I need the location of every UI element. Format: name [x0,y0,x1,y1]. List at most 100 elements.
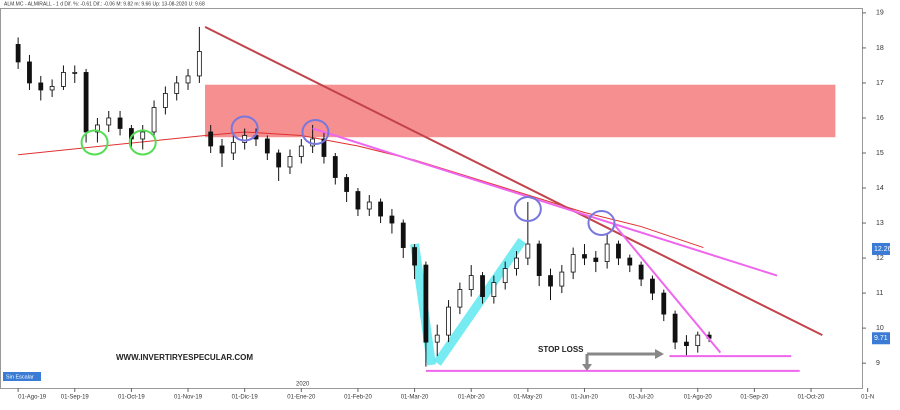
price-label: 9.71 [874,335,888,342]
candle-body [525,243,531,259]
candle-body [514,257,519,269]
price-label-box [872,332,890,345]
plot-frame [0,8,863,389]
x-tick-label: 01-Nov-19 [174,395,203,401]
x-tick-label: 01-Sep-20 [740,395,769,401]
scale-badge [3,372,41,381]
candle-body [400,222,406,248]
candle-body [117,117,123,129]
candle-body [287,156,293,168]
candle-body [604,243,610,262]
candle-body [230,142,236,154]
candle-body [106,117,112,126]
candle-body [208,131,214,147]
y-tick-label: 11 [876,290,883,297]
candle-body [38,82,44,91]
y-tick-label: 15 [876,150,884,157]
candle-body [366,201,372,210]
resistance-zone [205,84,836,138]
candle-body [559,271,565,287]
candle-body [593,257,599,262]
channel [433,237,526,366]
candle-body [536,243,542,276]
y-tick-label: 19 [876,10,884,17]
candle-body [582,254,587,259]
candle-body [627,257,633,266]
y-tick-label: 14 [876,185,884,192]
candle-body [672,313,678,343]
x-tick-label: 01-Oct-20 [798,395,825,401]
x-tick-label: 01-Sep-19 [61,395,90,401]
candle-body [423,264,429,343]
x-tick-label: 01-N [861,395,874,401]
candle-body [196,51,202,77]
candle-body [61,72,66,87]
candle-body [412,247,417,266]
y-tick-label: 16 [876,115,884,122]
candle-body [389,215,395,224]
candle-body [321,138,327,157]
candle-body [162,93,168,108]
candle-body [15,44,21,63]
candle-body [140,131,146,140]
candle-body [219,145,225,154]
x-tick-label: 01-Ene-20 [287,395,316,401]
highlight-circle [230,115,259,142]
y-tick-label: 13 [876,220,884,227]
candle-body [548,275,553,287]
x-tick-label: 01-Mar-20 [401,395,429,401]
candle-body [27,61,32,84]
price-label: 12.26 [874,246,892,253]
plot-area [15,26,836,372]
candle-body [264,138,270,154]
highlight-circle [587,210,616,237]
trendline [612,222,722,354]
x-tick-label: 01-Abr-20 [458,395,485,401]
candle-body [378,201,383,217]
candle-body [185,75,191,84]
highlight-circle [128,129,157,156]
candle-body [355,191,361,210]
candle-body [570,254,576,273]
candle-body [434,334,440,343]
candle-body [174,82,180,94]
website-label: WWW.INVERTIRYESPECULAR.COM [116,353,253,362]
x-tick-label: 01-Feb-20 [344,395,372,401]
candle-body [95,124,100,133]
candle-body [49,86,55,91]
candle-body [242,135,248,143]
candle-body [83,72,89,133]
candle-body [480,275,485,297]
candle-body [457,289,463,308]
y-tick-label: 18 [876,45,884,52]
y-tick-label: 12 [876,255,884,262]
highlight-circle [80,129,109,156]
y-tick-label: 10 [876,325,884,332]
highlight-circle [513,196,542,223]
x-tick-label: 01-Jun-20 [571,395,599,401]
candle-body [616,243,621,259]
x-tick-label: 01-Jul-20 [629,395,655,401]
x-tick-label: 01-Oct-19 [118,395,145,401]
arrow-head [582,364,592,371]
candle-body [446,306,451,336]
candle-body [638,264,644,280]
y-tick-label: 9 [876,360,880,367]
candle-body [661,292,667,315]
candle-body [695,334,701,347]
candle-body [684,341,689,347]
stop-loss-arrow [582,349,664,371]
price-label-box [872,242,890,255]
candle-body [491,282,497,297]
x-tick-label: 01-Dic-19 [232,395,259,401]
candle-body [332,156,338,178]
x-tick-label: 01-May-20 [514,395,543,401]
arrow-head [655,349,664,359]
candle-body [650,278,655,294]
year-label: 2020 [296,382,310,388]
x-tick-label: 01-Ago-20 [684,395,713,401]
channel [410,243,437,366]
trendline [204,26,823,337]
